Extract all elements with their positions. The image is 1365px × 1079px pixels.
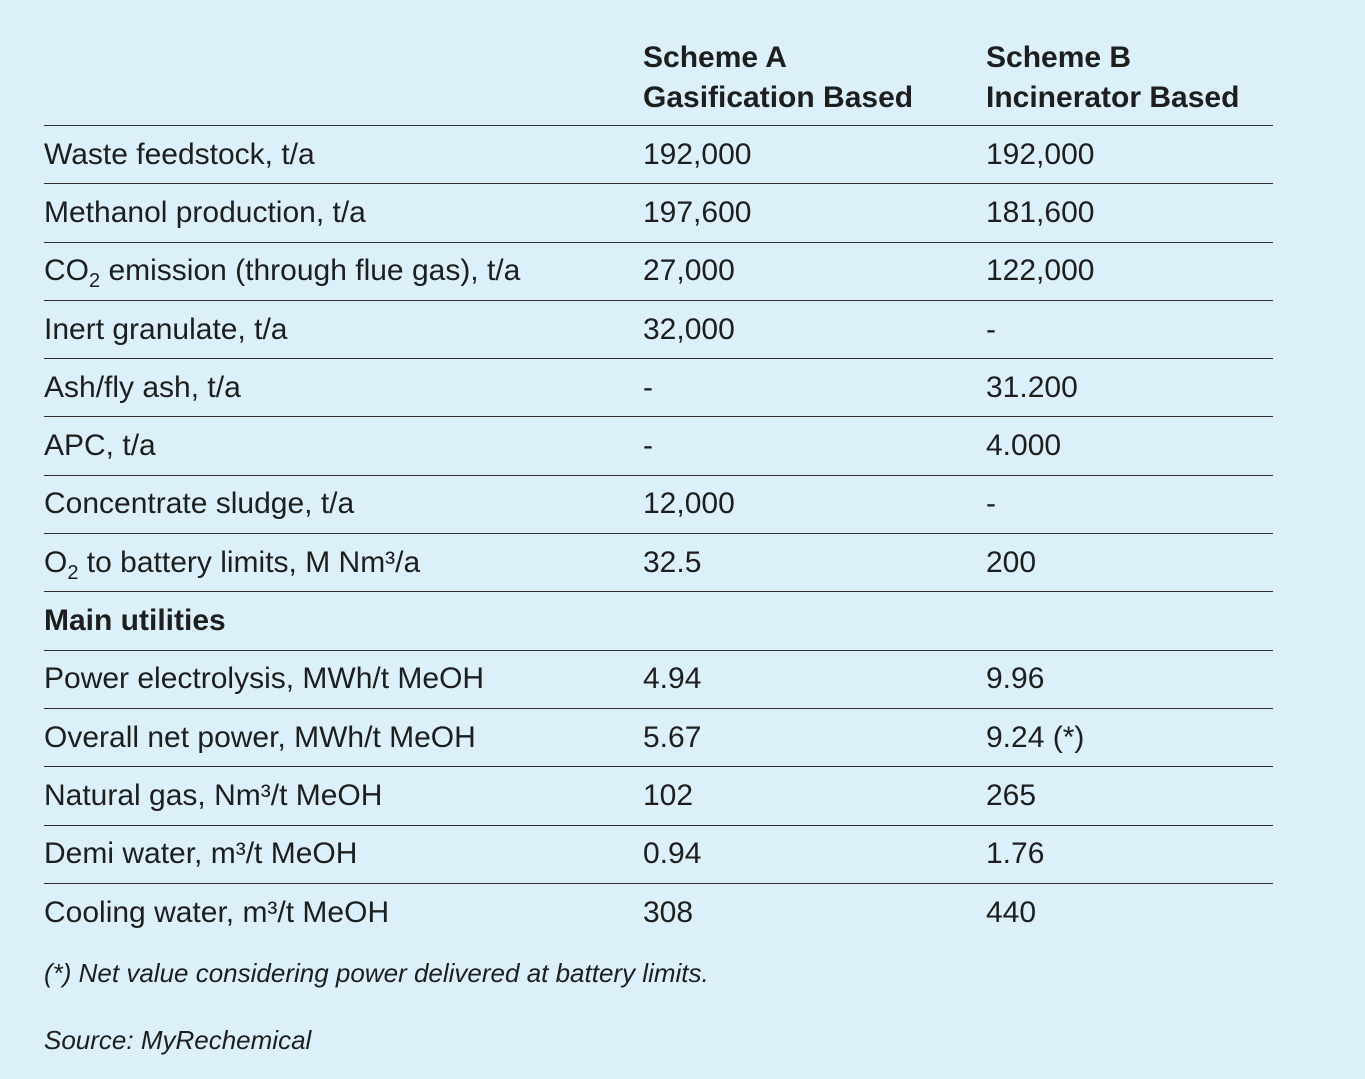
scheme-b-value: -: [986, 487, 996, 521]
section-title: Main utilities: [44, 604, 226, 638]
scheme-a-value: 12,000: [643, 487, 735, 521]
table-row: Power electrolysis, MWh/t MeOH 4.94 9.96: [44, 651, 1273, 709]
table-row: CO2 emission (through flue gas), t/a 27,…: [44, 243, 1273, 301]
row-label: Inert granulate, t/a: [44, 312, 288, 346]
scheme-b-value: 265: [986, 778, 1037, 812]
scheme-b-value: 31.200: [986, 370, 1078, 404]
row-label: Overall net power, MWh/t MeOH: [44, 720, 476, 754]
scheme-a-subtitle: Gasification Based: [643, 81, 914, 114]
scheme-b-value: 4.000: [986, 429, 1062, 463]
scheme-b-subtitle: Incinerator Based: [986, 81, 1240, 114]
scheme-b-value: 192,000: [986, 137, 1095, 171]
row-label: APC, t/a: [44, 429, 156, 463]
row-label: Demi water, m³/t MeOH: [44, 837, 358, 871]
scheme-a-value: 0.94: [643, 837, 702, 871]
table-row: APC, t/a - 4.000: [44, 417, 1273, 476]
row-label: Natural gas, Nm³/t MeOH: [44, 778, 383, 812]
table-row: Waste feedstock, t/a 192,000 192,000: [44, 126, 1273, 185]
row-label-suffix: emission (through flue gas), t/a: [100, 254, 521, 288]
row-label-prefix: CO: [44, 254, 89, 288]
scheme-b-title: Scheme B: [986, 41, 1132, 74]
table-row: O2 to battery limits, M Nm³/a 32.5 200: [44, 534, 1273, 593]
table-row: Concentrate sludge, t/a 12,000 -: [44, 476, 1273, 535]
scheme-b-value: 9.24 (*): [986, 720, 1085, 754]
scheme-b-value: 1.76: [986, 837, 1045, 871]
scheme-b-value: 440: [986, 896, 1037, 929]
source-credit: Source: MyRechemical: [44, 1025, 312, 1055]
row-label: Waste feedstock, t/a: [44, 137, 315, 171]
scheme-a-value: 32,000: [643, 312, 735, 346]
table-row: Methanol production, t/a 197,600 181,600: [44, 184, 1273, 243]
scheme-a-value: 4.94: [643, 662, 702, 696]
row-label: Methanol production, t/a: [44, 195, 366, 229]
table-row: Natural gas, Nm³/t MeOH 102 265: [44, 767, 1273, 826]
scheme-a-value: 5.67: [643, 720, 702, 754]
scheme-b-value: 9.96: [986, 662, 1045, 696]
row-label-subscript: 2: [67, 561, 79, 584]
table-row: Ash/fly ash, t/a - 31.200: [44, 359, 1273, 418]
scheme-a-value: 192,000: [643, 137, 752, 171]
scheme-a-value: 308: [643, 896, 694, 929]
row-label: Ash/fly ash, t/a: [44, 370, 241, 404]
scheme-b-header: Scheme B Incinerator Based: [986, 38, 1239, 118]
row-label: O2 to battery limits, M Nm³/a: [44, 545, 421, 583]
scheme-a-title: Scheme A: [643, 41, 787, 74]
row-label: Power electrolysis, MWh/t MeOH: [44, 662, 485, 696]
scheme-a-header: Scheme A Gasification Based: [643, 38, 913, 118]
scheme-a-value: 102: [643, 778, 694, 812]
scheme-b-value: 181,600: [986, 195, 1095, 229]
footnote: (*) Net value considering power delivere…: [44, 958, 709, 988]
scheme-b-value: 122,000: [986, 254, 1095, 288]
row-label-suffix: to battery limits, M Nm³/a: [78, 545, 421, 579]
row-label: CO2 emission (through flue gas), t/a: [44, 254, 521, 291]
scheme-a-value: 27,000: [643, 254, 735, 288]
table-row: Overall net power, MWh/t MeOH 5.67 9.24 …: [44, 709, 1273, 768]
table-row: Inert granulate, t/a 32,000 -: [44, 301, 1273, 360]
scheme-b-value: -: [986, 312, 996, 346]
table-row: Demi water, m³/t MeOH 0.94 1.76: [44, 826, 1273, 884]
row-label: Cooling water, m³/t MeOH: [44, 896, 390, 929]
table-header: Scheme A Gasification Based Scheme B Inc…: [44, 0, 1273, 126]
scheme-a-value: 197,600: [643, 195, 752, 229]
scheme-a-value: 32.5: [643, 545, 702, 579]
row-label-subscript: 2: [89, 270, 101, 293]
scheme-a-value: -: [643, 370, 653, 404]
row-label-prefix: O: [44, 545, 68, 579]
comparison-table: Scheme A Gasification Based Scheme B Inc…: [44, 0, 1273, 942]
row-label: Concentrate sludge, t/a: [44, 487, 355, 521]
scheme-b-value: 200: [986, 545, 1037, 579]
table-row: Cooling water, m³/t MeOH 308 440: [44, 884, 1273, 942]
section-header-row: Main utilities: [44, 592, 1273, 651]
scheme-a-value: -: [643, 429, 653, 463]
